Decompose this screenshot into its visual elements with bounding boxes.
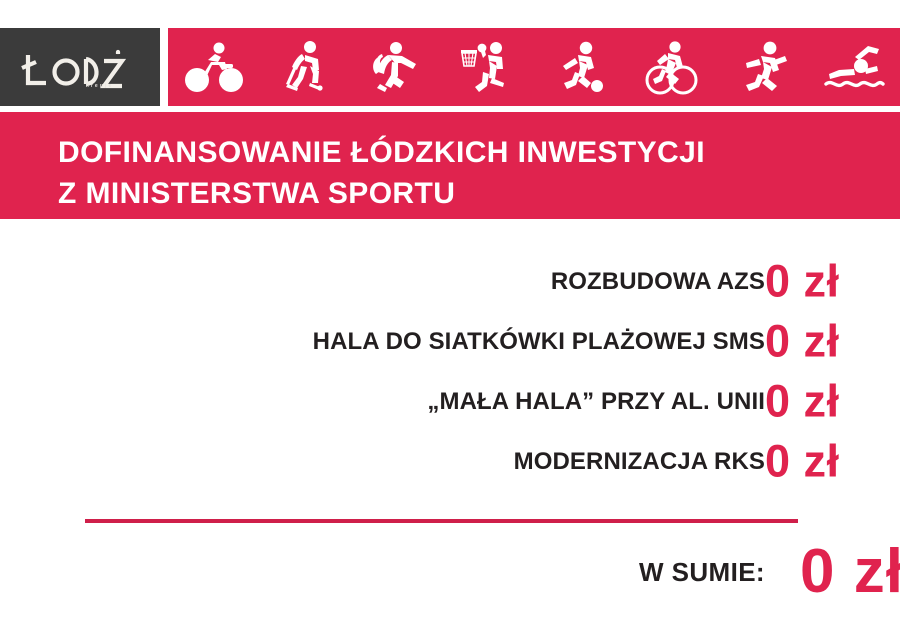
city-logo: kreuje xyxy=(0,28,160,106)
sports-icon-band xyxy=(168,28,900,106)
title-line-2: Z MINISTERSTWA SPORTU xyxy=(58,177,456,211)
lodz-wordmark-icon xyxy=(21,49,127,89)
discus-throw-icon xyxy=(372,42,416,92)
track-cycling-icon xyxy=(645,41,698,95)
item-label: „MAŁA HALA” PRZY AL. UNII xyxy=(427,388,765,415)
swimming-icon xyxy=(824,46,885,88)
total-row: W SUMIE: 0 zł xyxy=(639,537,900,606)
total-divider xyxy=(85,519,798,523)
total-label: W SUMIE: xyxy=(639,556,765,587)
list-item: „MAŁA HALA” PRZY AL. UNII 0 zł xyxy=(427,375,840,427)
football-icon xyxy=(562,41,603,92)
list-item: HALA DO SIATKÓWKI PLAŻOWEJ SMS 0 zł xyxy=(312,315,840,367)
logo-tagline: kreuje xyxy=(86,83,114,89)
basketball-icon xyxy=(461,42,505,92)
funding-list: ROZBUDOWA AZS 0 zł HALA DO SIATKÓWKI PLA… xyxy=(0,252,900,492)
running-icon xyxy=(745,41,787,91)
title-banner: DOFINANSOWANIE ŁÓDZKICH INWESTYCJI Z MIN… xyxy=(0,112,900,219)
list-item: MODERNIZACJA RKS 0 zł xyxy=(513,435,840,487)
item-label: ROZBUDOWA AZS xyxy=(550,268,765,295)
item-label: MODERNIZACJA RKS xyxy=(513,448,765,475)
list-item: ROZBUDOWA AZS 0 zł xyxy=(550,255,840,307)
field-hockey-icon xyxy=(286,41,323,91)
title-line-1: DOFINANSOWANIE ŁÓDZKICH INWESTYCJI xyxy=(58,136,705,169)
header-bar: kreuje xyxy=(0,28,900,106)
cycling-icon xyxy=(184,42,243,92)
item-label: HALA DO SIATKÓWKI PLAŻOWEJ SMS xyxy=(312,328,765,355)
